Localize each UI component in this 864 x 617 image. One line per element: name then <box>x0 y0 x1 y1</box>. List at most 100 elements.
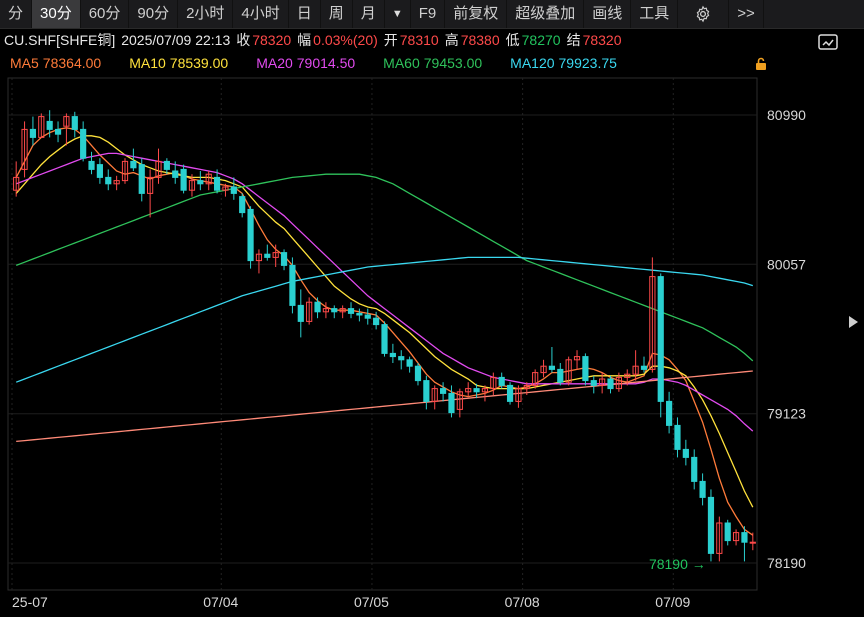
datetime-label: 2025/07/09 22:13 <box>121 32 231 48</box>
ma60-value: 79453.00 <box>423 55 483 71</box>
settle-label: 结 <box>566 32 581 48</box>
candle <box>147 169 154 218</box>
low-label: 低 <box>505 32 520 48</box>
settle-value: 78320 <box>582 32 622 48</box>
draw-line-button[interactable]: 画线 <box>584 0 632 28</box>
tab-2hour[interactable]: 2小时 <box>178 0 234 28</box>
ma10-label: MA10 <box>129 55 166 71</box>
tab-day[interactable]: 日 <box>289 0 321 28</box>
candle <box>506 382 514 405</box>
candle <box>63 113 70 146</box>
candle <box>523 382 530 395</box>
candle <box>732 529 740 546</box>
candle <box>599 372 606 394</box>
candle <box>640 356 648 373</box>
tab-month[interactable]: 月 <box>353 0 385 28</box>
candle <box>289 257 296 314</box>
tab-90min[interactable]: 90分 <box>129 0 179 28</box>
candle <box>691 449 698 490</box>
more-button[interactable]: >> <box>729 0 764 28</box>
candle <box>406 356 413 373</box>
lock-icon[interactable] <box>754 57 768 76</box>
ma-legend: MA5 78364.00 MA10 78539.00 MA20 79014.50 MA… <box>10 55 645 73</box>
y-tick-label: 79123 <box>767 406 806 422</box>
candle <box>188 174 196 197</box>
candle <box>13 161 20 197</box>
candle <box>222 183 229 197</box>
candle <box>80 121 87 162</box>
candle <box>557 363 564 386</box>
expand-panel-arrow-icon[interactable] <box>846 315 860 329</box>
candle <box>515 385 522 408</box>
f9-button[interactable]: F9 <box>411 0 446 28</box>
candle <box>741 526 748 562</box>
candle <box>607 375 614 394</box>
ma60-legend: MA60 79453.00 <box>383 55 496 73</box>
tab-30min[interactable]: 30分 <box>32 0 81 28</box>
candle <box>381 321 388 357</box>
candle <box>264 244 271 261</box>
candle <box>389 343 396 363</box>
candle <box>272 244 279 267</box>
ma120-line <box>15 256 753 383</box>
tab-1min[interactable]: 分 <box>0 0 33 28</box>
ma250-line <box>16 370 753 443</box>
tab-4hour[interactable]: 4小时 <box>233 0 289 28</box>
candle <box>615 372 622 392</box>
candle <box>465 382 472 397</box>
tab-60min[interactable]: 60分 <box>81 0 130 28</box>
ma5-legend: MA5 78364.00 <box>10 55 115 73</box>
candle <box>331 305 338 319</box>
candle <box>230 177 237 200</box>
candle <box>624 369 631 386</box>
candle <box>180 164 187 194</box>
period-dropdown-caret-icon[interactable]: ▼ <box>385 0 411 28</box>
tools-button[interactable]: 工具 <box>631 0 679 28</box>
period-toolbar: 分 30分 60分 90分 2小时 4小时 日 周 月 ▼ F9 前复权 超级叠… <box>0 0 864 29</box>
close-label: 收 <box>236 32 251 48</box>
x-tick-label: 25-07 <box>12 594 48 610</box>
candle <box>314 297 321 319</box>
candle <box>364 308 371 325</box>
candle <box>46 110 53 138</box>
low-price-marker: 78190 → <box>649 556 706 572</box>
settings-gear-icon[interactable] <box>678 0 730 28</box>
candle <box>707 489 715 562</box>
ma60-label: MA60 <box>383 55 420 71</box>
ma10-legend: MA10 78539.00 <box>129 55 242 73</box>
candle <box>590 375 597 394</box>
x-tick-label: 07/09 <box>655 594 690 610</box>
candle <box>322 302 329 319</box>
candle <box>21 121 28 178</box>
candle <box>172 161 179 184</box>
candle <box>71 111 78 138</box>
candle <box>356 308 363 322</box>
candle <box>448 385 455 418</box>
ma60-line <box>15 173 754 362</box>
symbol-label: CU.SHF[SHFE铜] <box>4 32 116 48</box>
y-tick-label: 80057 <box>767 256 806 272</box>
high-label: 高 <box>444 32 459 48</box>
candle <box>373 311 380 330</box>
candle <box>280 249 288 271</box>
x-tick-label: 07/04 <box>203 594 238 610</box>
fuquan-button[interactable]: 前复权 <box>445 0 508 28</box>
candle <box>456 388 463 418</box>
y-tick-label: 80990 <box>767 107 806 123</box>
candle <box>54 121 62 143</box>
candle <box>113 175 120 191</box>
candle <box>716 516 723 562</box>
overlay-button[interactable]: 超级叠加 <box>507 0 585 28</box>
candle <box>155 148 162 184</box>
tab-week[interactable]: 周 <box>321 0 353 28</box>
ma20-label: MA20 <box>256 55 293 71</box>
candle <box>573 350 581 370</box>
candle <box>674 417 681 458</box>
candle <box>582 353 589 386</box>
plot-frame <box>7 77 758 591</box>
close-value: 78320 <box>252 32 292 48</box>
screenshot-icon[interactable] <box>818 33 838 56</box>
candle <box>88 151 95 175</box>
candle <box>197 171 204 191</box>
